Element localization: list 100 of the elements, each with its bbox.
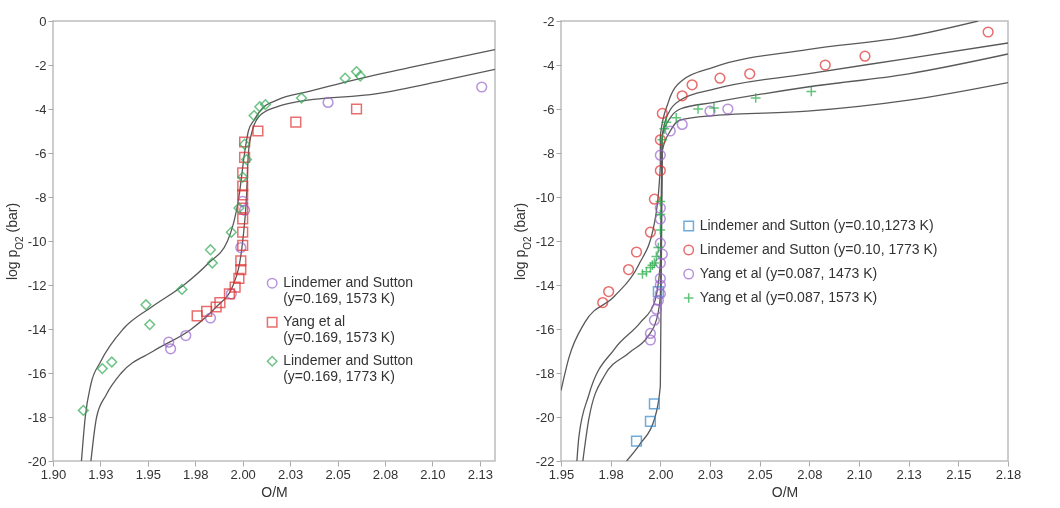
point bbox=[96, 362, 108, 375]
point bbox=[233, 272, 245, 285]
x-tick-label: 2.13 bbox=[896, 466, 922, 482]
point bbox=[654, 202, 666, 214]
x-tick-label: 2.18 bbox=[995, 466, 1022, 482]
point bbox=[237, 171, 249, 183]
y-tick-label: -4 bbox=[542, 57, 555, 73]
point bbox=[644, 327, 657, 340]
x-tick-label: 2.10 bbox=[846, 466, 873, 482]
point bbox=[237, 167, 249, 179]
x-tick-label: 1.90 bbox=[40, 466, 67, 482]
point bbox=[654, 224, 666, 236]
y-tick-label: -2 bbox=[542, 13, 555, 29]
point bbox=[636, 268, 649, 280]
point bbox=[237, 195, 249, 208]
point bbox=[476, 81, 488, 93]
point bbox=[640, 266, 653, 278]
point bbox=[654, 237, 666, 249]
y-tick-label: -18 bbox=[27, 409, 47, 425]
point bbox=[644, 334, 657, 346]
y-tick-label: -2 bbox=[34, 57, 47, 73]
point bbox=[201, 305, 213, 318]
point bbox=[630, 246, 643, 258]
point bbox=[676, 118, 688, 131]
legend-label: Yang et al (y=0.087, 1473 K) bbox=[699, 265, 878, 281]
point bbox=[350, 103, 363, 115]
point bbox=[654, 164, 666, 177]
y-tick-label: -12 bbox=[27, 277, 47, 293]
point bbox=[210, 301, 222, 313]
point bbox=[654, 272, 666, 285]
point bbox=[350, 65, 363, 78]
point bbox=[982, 26, 994, 38]
x-tick-label: 2.13 bbox=[467, 466, 493, 482]
x-tick-label: 2.03 bbox=[277, 466, 304, 482]
point bbox=[206, 257, 218, 269]
x-tick-label: 1.95 bbox=[135, 466, 162, 482]
point bbox=[654, 195, 666, 208]
point bbox=[237, 180, 249, 192]
point bbox=[692, 103, 704, 115]
point bbox=[597, 296, 609, 309]
point bbox=[722, 103, 734, 115]
point bbox=[859, 50, 871, 62]
y-tick-label: -8 bbox=[34, 189, 47, 205]
x-tick-label: 1.98 bbox=[598, 466, 624, 482]
point bbox=[77, 404, 89, 417]
point bbox=[295, 92, 308, 104]
y-tick-label: -22 bbox=[535, 453, 555, 469]
point bbox=[805, 85, 817, 98]
legend-label: Lindemer and Sutton (y=0.169, 1773 K) bbox=[283, 352, 414, 385]
point bbox=[235, 255, 247, 267]
point bbox=[654, 213, 666, 225]
x-tick-label: 2.05 bbox=[747, 466, 773, 482]
point bbox=[652, 294, 664, 307]
y-tick-label: -4 bbox=[34, 101, 47, 117]
point bbox=[654, 208, 666, 221]
x-tick-label: 2.05 bbox=[325, 466, 351, 482]
y-tick-label: -6 bbox=[34, 145, 47, 161]
y-tick-label: -8 bbox=[542, 145, 555, 161]
point bbox=[225, 226, 237, 238]
x-tick-label: 2.00 bbox=[230, 466, 256, 482]
point bbox=[708, 102, 720, 114]
point bbox=[622, 263, 635, 276]
point bbox=[648, 314, 660, 326]
point bbox=[180, 329, 192, 342]
y-tick-label: -16 bbox=[27, 365, 47, 381]
point bbox=[714, 72, 726, 84]
point bbox=[652, 241, 664, 254]
point bbox=[650, 303, 662, 315]
x-tick-label: 2.08 bbox=[372, 466, 399, 482]
point bbox=[144, 318, 156, 331]
point bbox=[648, 193, 660, 205]
point bbox=[229, 281, 241, 293]
point bbox=[233, 202, 245, 214]
x-axis-title: O/M bbox=[261, 483, 288, 500]
legend-label: Yang et al (y=0.169, 1573 K) bbox=[283, 313, 395, 346]
point bbox=[235, 263, 247, 276]
y-tick-label: -10 bbox=[27, 233, 47, 249]
point bbox=[254, 101, 266, 113]
point bbox=[630, 435, 643, 447]
point bbox=[140, 299, 152, 311]
y-tick-label: -16 bbox=[535, 321, 555, 337]
x-tick-label: 2.00 bbox=[648, 466, 674, 482]
point bbox=[654, 279, 666, 291]
legend-label: Lindemer and Sutton (y=0.10,1273 K) bbox=[699, 217, 934, 233]
y-tick-label: -14 bbox=[27, 321, 47, 337]
point bbox=[819, 59, 831, 71]
point bbox=[214, 296, 226, 309]
point bbox=[656, 248, 668, 260]
x-axis-title: O/M bbox=[771, 483, 799, 500]
point bbox=[339, 72, 351, 84]
point bbox=[603, 285, 615, 298]
x-tick-label: 2.10 bbox=[420, 466, 446, 482]
point bbox=[163, 336, 175, 348]
point bbox=[644, 226, 657, 238]
y-tick-label: -12 bbox=[535, 233, 555, 249]
y-tick-label: -20 bbox=[27, 453, 47, 469]
x-tick-label: 2.08 bbox=[797, 466, 823, 482]
point bbox=[654, 257, 666, 269]
x-tick-label: 1.98 bbox=[183, 466, 209, 482]
y-tick-label: -18 bbox=[535, 365, 555, 381]
